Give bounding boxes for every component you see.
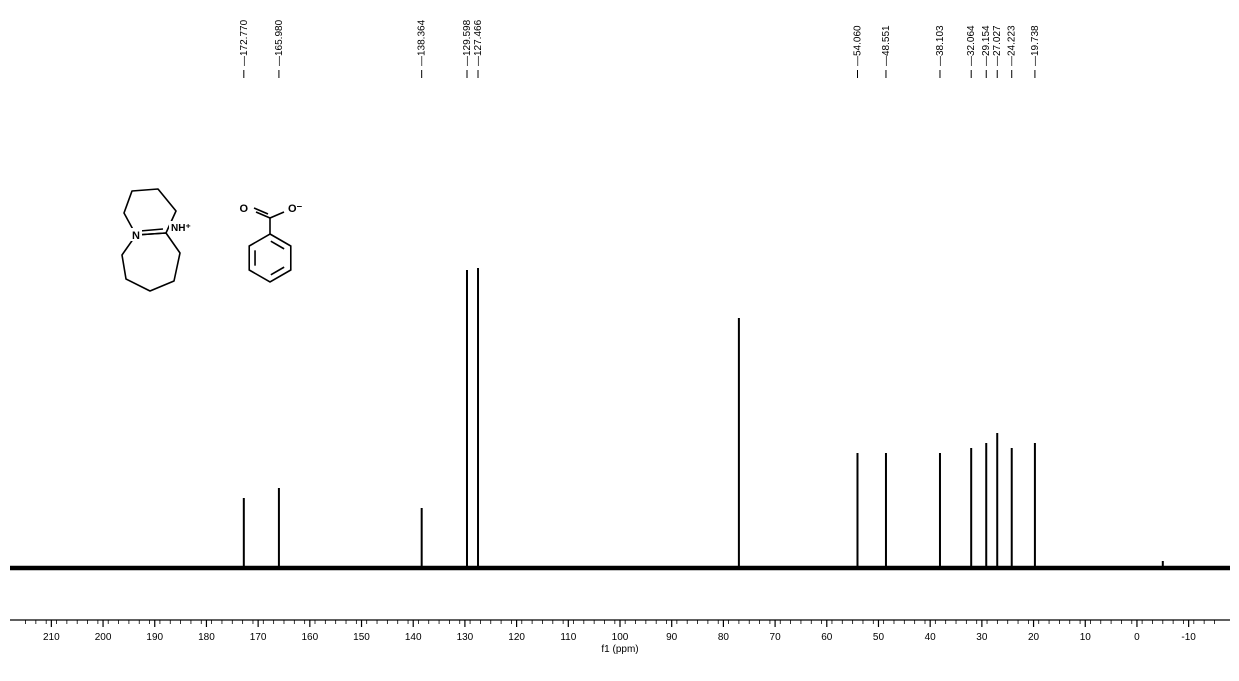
x-tick-label: 170 (250, 632, 267, 643)
spectrum-canvas: 2102001901801701601501401301201101009080… (0, 0, 1239, 681)
x-tick-label: 130 (457, 632, 474, 643)
x-tick-label: 110 (560, 632, 576, 643)
peak-label: —129.598 (462, 19, 473, 66)
x-tick-label: 40 (925, 632, 937, 643)
nh-plus-label: NH⁺ (171, 223, 191, 234)
peak-label: —32.064 (966, 25, 977, 66)
peak-label: —48.551 (881, 25, 892, 66)
x-tick-label: 180 (198, 632, 215, 643)
x-tick-label: 90 (666, 632, 678, 643)
peak-label: —27.027 (992, 25, 1003, 66)
x-tick-label: 160 (301, 632, 318, 643)
x-tick-label: 50 (873, 632, 885, 643)
peak-label: —29.154 (981, 25, 992, 66)
o-label: O (239, 203, 248, 215)
x-axis-label: f1 (ppm) (601, 644, 638, 655)
x-tick-label: 30 (976, 632, 988, 643)
peak-label: —54.060 (852, 25, 863, 66)
peak-label: —138.364 (417, 19, 428, 66)
peak-label: —165.980 (274, 19, 285, 66)
peak-label: —127.466 (473, 19, 484, 66)
peak-label: —172.770 (239, 19, 250, 66)
x-tick-label: 20 (1028, 632, 1040, 643)
x-tick-label: 10 (1080, 632, 1092, 643)
peak-label: —19.738 (1030, 25, 1041, 66)
x-tick-label: 80 (718, 632, 730, 643)
x-tick-label: 200 (95, 632, 112, 643)
x-tick-label: 150 (353, 632, 370, 643)
x-tick-label: 60 (821, 632, 833, 643)
x-tick-label: 210 (43, 632, 60, 643)
peak-label: —24.223 (1007, 25, 1018, 66)
peak-label: —38.103 (935, 25, 946, 66)
x-tick-label: 120 (508, 632, 525, 643)
o-minus-label: O⁻ (288, 203, 303, 215)
x-tick-label: 0 (1134, 632, 1140, 643)
nmr-figure: 2102001901801701601501401301201101009080… (0, 0, 1239, 681)
x-tick-label: 190 (146, 632, 163, 643)
svg-text:N: N (132, 230, 140, 242)
plot-bg (0, 0, 1239, 681)
x-tick-label: 70 (770, 632, 782, 643)
x-tick-label: 140 (405, 632, 422, 643)
x-tick-label: 100 (612, 632, 629, 643)
x-tick-label: -10 (1181, 632, 1196, 643)
